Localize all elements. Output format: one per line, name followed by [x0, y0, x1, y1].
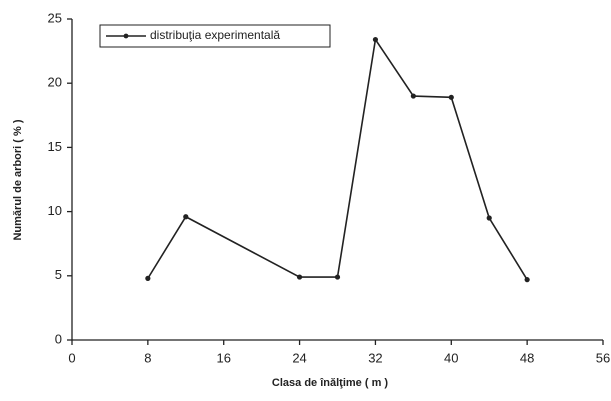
- legend-box: [99, 24, 331, 48]
- x-tick-label: 0: [68, 350, 75, 365]
- x-tick-label: 56: [596, 350, 610, 365]
- point: [145, 275, 151, 281]
- point: [410, 93, 416, 99]
- point: [524, 277, 530, 283]
- point: [448, 94, 454, 100]
- point: [486, 215, 492, 221]
- x-tick-label: 32: [368, 350, 382, 365]
- y-tick-label: 10: [48, 203, 62, 218]
- x-tick-label: 24: [292, 350, 306, 365]
- point: [334, 274, 341, 280]
- point: [372, 36, 379, 43]
- x-axis-label: Clasa de înălţime ( m ): [272, 377, 388, 389]
- y-axis-label: Numărul de arbori ( % ): [12, 119, 24, 240]
- x-tick-label: 48: [520, 350, 534, 365]
- line: [147, 37, 528, 281]
- y-tick-label: 5: [55, 267, 62, 282]
- y-tick-label: 0: [55, 331, 62, 346]
- x-tick-label: 16: [216, 350, 230, 365]
- point: [183, 214, 189, 220]
- legend-marker: [123, 33, 129, 39]
- y-tick-label: 15: [48, 139, 62, 154]
- y-tick-label: 25: [48, 10, 62, 25]
- legend-label: distribuţia experimentală: [150, 28, 280, 42]
- x-tick-label: 40: [444, 350, 458, 365]
- point: [296, 274, 303, 280]
- y-tick-label: 20: [48, 75, 62, 90]
- x-tick-label: 8: [144, 350, 151, 365]
